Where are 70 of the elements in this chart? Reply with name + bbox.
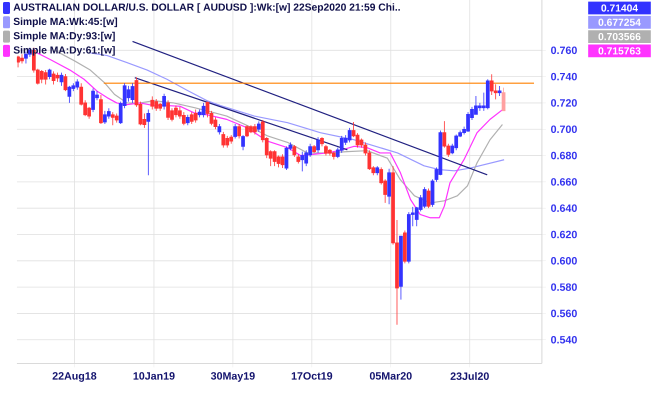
y-tick-label: 0.540 — [551, 336, 577, 344]
candlestick — [114, 113, 119, 124]
y-tick-label: 0.620 — [551, 230, 577, 238]
candlestick — [52, 70, 56, 85]
candlestick — [154, 98, 158, 112]
candlestick — [16, 55, 20, 68]
candlestick — [146, 109, 150, 176]
candlestick — [202, 102, 206, 118]
candlestick — [249, 124, 253, 134]
candlestick — [280, 154, 284, 168]
legend-label: Simple MA:Dy:93:[w] — [14, 32, 115, 42]
candlestick — [48, 68, 52, 80]
y-tick-label: 0.660 — [551, 178, 577, 186]
candlestick — [332, 151, 336, 160]
x-tick-label: 17Oct19 — [292, 372, 332, 380]
candlestick — [99, 94, 103, 124]
text: 0.715763 — [598, 47, 641, 55]
candlestick — [241, 134, 245, 151]
candlestick — [272, 150, 276, 166]
x-tick-label: 05Mar20 — [370, 372, 412, 380]
text: 0.703566 — [598, 32, 641, 40]
y-tick-label: 0.580 — [551, 283, 577, 291]
text: 0.677254 — [598, 18, 641, 26]
candlestick — [91, 88, 95, 113]
candlestick — [110, 112, 115, 126]
candlestick — [103, 110, 107, 124]
candlestick — [403, 230, 407, 264]
y-tick-label: 0.560 — [551, 310, 577, 318]
candlestick — [237, 124, 241, 139]
candlestick — [166, 100, 170, 120]
text: 0.71404 — [601, 4, 638, 12]
candlestick — [130, 82, 134, 104]
candlestick — [162, 93, 166, 110]
candlestick — [312, 144, 316, 154]
candlestick — [68, 85, 72, 104]
candlestick — [316, 136, 320, 154]
candlestick — [399, 235, 403, 300]
y-tick-label: 0.600 — [551, 257, 577, 265]
y-tick-label: 0.760 — [551, 46, 577, 54]
candlestick — [328, 148, 332, 156]
y-tick-label: 0.720 — [551, 99, 577, 107]
y-tick-label: 0.640 — [551, 204, 577, 212]
x-tick-label: 10Jan19 — [134, 372, 175, 380]
y-tick-label: 0.680 — [551, 152, 577, 160]
candlestick — [60, 72, 64, 86]
candlestick — [233, 124, 238, 139]
candlestick — [218, 124, 222, 135]
candlestick — [174, 105, 178, 118]
x-tick-label: 22Aug18 — [52, 372, 96, 382]
y-tick-label: 0.700 — [551, 125, 577, 134]
x-tick-label: 23Jul20 — [450, 372, 489, 380]
candlestick — [229, 134, 234, 144]
candlestick — [64, 74, 68, 92]
candlestick — [75, 78, 80, 90]
candlestick — [498, 86, 502, 96]
legend-label: Simple MA:Wk:45:[w] — [14, 18, 118, 28]
candlestick — [387, 168, 391, 205]
y-tick-label: 0.740 — [551, 72, 577, 80]
legend-label: AUSTRALIAN DOLLAR/U.S. DOLLAR [ AUDUSD ]:Wk:[w] 22Sep2020 21:59 Chi.. — [14, 3, 400, 13]
candlestick — [348, 128, 352, 143]
candlestick — [502, 87, 506, 112]
candlestick — [284, 146, 288, 170]
candlestick — [56, 72, 60, 82]
candlestick — [300, 151, 304, 172]
candlestick — [490, 74, 494, 96]
x-tick-label: 30May19 — [210, 372, 255, 382]
candlestick — [194, 109, 198, 124]
candlestick — [245, 124, 249, 138]
candlestick — [426, 188, 430, 209]
candlestick — [253, 124, 257, 135]
